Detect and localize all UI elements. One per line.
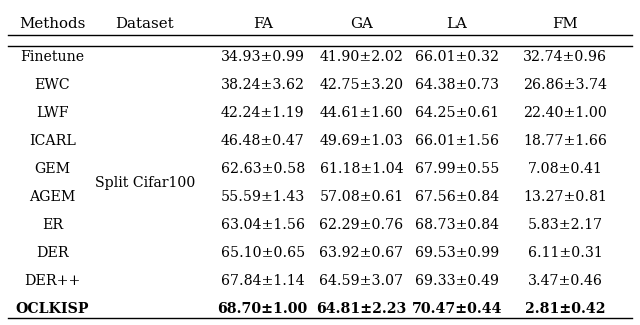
Text: 3.47±0.46: 3.47±0.46 <box>528 274 603 288</box>
Text: FA: FA <box>253 17 273 31</box>
Text: 68.73±0.84: 68.73±0.84 <box>415 218 499 232</box>
Text: 42.24±1.19: 42.24±1.19 <box>221 106 305 120</box>
Text: DER: DER <box>36 246 68 260</box>
Text: 22.40±1.00: 22.40±1.00 <box>524 106 607 120</box>
Text: 67.84±1.14: 67.84±1.14 <box>221 274 305 288</box>
Text: 55.59±1.43: 55.59±1.43 <box>221 190 305 204</box>
Text: 70.47±0.44: 70.47±0.44 <box>412 302 502 316</box>
Text: FM: FM <box>552 17 578 31</box>
Text: Split Cifar100: Split Cifar100 <box>95 176 195 190</box>
Text: 63.92±0.67: 63.92±0.67 <box>319 246 403 260</box>
Text: Methods: Methods <box>19 17 86 31</box>
Text: 5.83±2.17: 5.83±2.17 <box>528 218 603 232</box>
Text: 7.08±0.41: 7.08±0.41 <box>528 162 603 176</box>
Text: 67.56±0.84: 67.56±0.84 <box>415 190 499 204</box>
Text: 32.74±0.96: 32.74±0.96 <box>524 50 607 64</box>
Text: 67.99±0.55: 67.99±0.55 <box>415 162 499 176</box>
Text: LA: LA <box>447 17 467 31</box>
Text: 2.81±0.42: 2.81±0.42 <box>525 302 605 316</box>
Text: ER: ER <box>42 218 63 232</box>
Text: 38.24±3.62: 38.24±3.62 <box>221 78 305 92</box>
Text: 65.10±0.65: 65.10±0.65 <box>221 246 305 260</box>
Text: GA: GA <box>350 17 373 31</box>
Text: Finetune: Finetune <box>20 50 84 64</box>
Text: ICARL: ICARL <box>29 134 76 148</box>
Text: DER++: DER++ <box>24 274 81 288</box>
Text: 66.01±0.32: 66.01±0.32 <box>415 50 499 64</box>
Text: GEM: GEM <box>35 162 70 176</box>
Text: EWC: EWC <box>35 78 70 92</box>
Text: 64.25±0.61: 64.25±0.61 <box>415 106 499 120</box>
Text: 69.33±0.49: 69.33±0.49 <box>415 274 499 288</box>
Text: 13.27±0.81: 13.27±0.81 <box>524 190 607 204</box>
Text: AGEM: AGEM <box>29 190 76 204</box>
Text: 44.61±1.60: 44.61±1.60 <box>319 106 403 120</box>
Text: 26.86±3.74: 26.86±3.74 <box>524 78 607 92</box>
Text: 42.75±3.20: 42.75±3.20 <box>319 78 403 92</box>
Text: 64.38±0.73: 64.38±0.73 <box>415 78 499 92</box>
Text: 69.53±0.99: 69.53±0.99 <box>415 246 499 260</box>
Text: 62.29±0.76: 62.29±0.76 <box>319 218 403 232</box>
Text: 64.81±2.23: 64.81±2.23 <box>316 302 406 316</box>
Text: 63.04±1.56: 63.04±1.56 <box>221 218 305 232</box>
Text: 68.70±1.00: 68.70±1.00 <box>218 302 308 316</box>
Text: 18.77±1.66: 18.77±1.66 <box>524 134 607 148</box>
Text: 62.63±0.58: 62.63±0.58 <box>221 162 305 176</box>
Text: 41.90±2.02: 41.90±2.02 <box>319 50 403 64</box>
Text: Dataset: Dataset <box>115 17 174 31</box>
Text: 6.11±0.31: 6.11±0.31 <box>528 246 603 260</box>
Text: OCLKISP: OCLKISP <box>15 302 89 316</box>
Text: 64.59±3.07: 64.59±3.07 <box>319 274 403 288</box>
Text: 46.48±0.47: 46.48±0.47 <box>221 134 305 148</box>
Text: 57.08±0.61: 57.08±0.61 <box>319 190 403 204</box>
Text: 66.01±1.56: 66.01±1.56 <box>415 134 499 148</box>
Text: LWF: LWF <box>36 106 68 120</box>
Text: 34.93±0.99: 34.93±0.99 <box>221 50 305 64</box>
Text: 61.18±1.04: 61.18±1.04 <box>319 162 403 176</box>
Text: 49.69±1.03: 49.69±1.03 <box>319 134 403 148</box>
